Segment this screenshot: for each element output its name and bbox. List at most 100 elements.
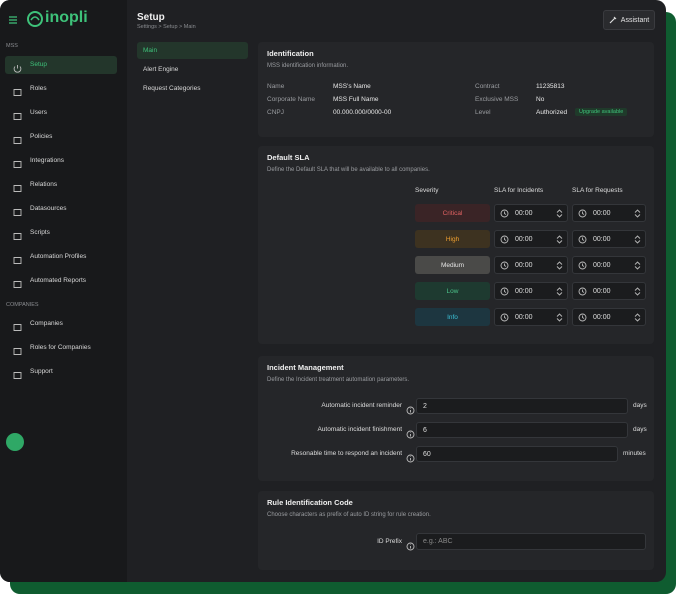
- section-label: MSS: [6, 43, 18, 49]
- menu-icon[interactable]: [8, 15, 18, 25]
- icon: [500, 313, 509, 324]
- card-title: Default SLA: [267, 153, 310, 162]
- card: Incident Management Define the Incident t…: [258, 356, 654, 481]
- time-value: 00:00: [593, 288, 611, 295]
- icon: [13, 252, 22, 270]
- subnav-active-bg: [137, 42, 248, 59]
- nav-item[interactable]: Automated Reports: [30, 277, 87, 284]
- time-input[interactable]: 00:00: [572, 256, 646, 274]
- time-value: 00:00: [515, 210, 533, 217]
- severity-badge: Info: [415, 308, 490, 326]
- icon: [555, 209, 564, 220]
- time-input[interactable]: 00:00: [572, 230, 646, 248]
- time-input[interactable]: 00:00: [494, 256, 568, 274]
- time-value: 00:00: [515, 288, 533, 295]
- field-label: Contract: [475, 83, 500, 90]
- time-input[interactable]: 00:00: [494, 204, 568, 222]
- upgrade-badge[interactable]: Upgrade available: [575, 108, 628, 116]
- nav-item[interactable]: Roles: [30, 85, 47, 92]
- card-description: MSS identification information.: [267, 63, 349, 69]
- time-input[interactable]: 00:00: [494, 282, 568, 300]
- nav-item[interactable]: Companies: [30, 320, 63, 327]
- card: Rule Identification Code Choose character…: [258, 491, 654, 570]
- icon: [13, 84, 22, 102]
- field-label: Level: [475, 109, 491, 116]
- card-description: Choose characters as prefix of auto ID s…: [267, 512, 431, 518]
- nav-item[interactable]: Support: [30, 368, 53, 375]
- severity-badge: Low: [415, 282, 490, 300]
- icon: [13, 108, 22, 126]
- subnav-item[interactable]: Main: [143, 47, 158, 54]
- icon: [633, 261, 642, 272]
- nav-item[interactable]: Roles for Companies: [30, 344, 91, 351]
- text-input[interactable]: e.g.: ABC: [416, 533, 646, 550]
- time-value: 00:00: [593, 236, 611, 243]
- time-input[interactable]: 00:00: [572, 204, 646, 222]
- icon: [13, 228, 22, 246]
- icon: [13, 180, 22, 198]
- brand: inopli: [45, 9, 88, 26]
- icon: [633, 209, 642, 220]
- breadcrumb: Settings > Setup > Main: [137, 24, 196, 30]
- field-value: Authorized: [536, 109, 568, 116]
- icon: [13, 367, 22, 385]
- nav-item[interactable]: Relations: [30, 181, 58, 188]
- icon: [555, 261, 564, 272]
- number-input[interactable]: 2: [416, 398, 628, 414]
- icon: [578, 313, 587, 324]
- icon: [406, 538, 415, 556]
- input-value: 60: [423, 450, 431, 458]
- severity-badge: Medium: [415, 256, 490, 274]
- column-header: SLA for Incidents: [494, 187, 544, 194]
- time-input[interactable]: 00:00: [572, 282, 646, 300]
- time-input[interactable]: 00:00: [572, 308, 646, 326]
- nav-item[interactable]: Scripts: [30, 229, 50, 236]
- nav-item[interactable]: Automation Profiles: [30, 253, 87, 260]
- field-value: No: [536, 96, 545, 103]
- nav-item[interactable]: Users: [30, 109, 47, 116]
- field-label: Automatic incident finishment: [317, 426, 402, 433]
- icon: [500, 209, 509, 220]
- time-value: 00:00: [515, 262, 533, 269]
- assistant-button[interactable]: Assistant: [603, 10, 655, 30]
- nav-item[interactable]: Setup: [30, 61, 47, 68]
- nav-item[interactable]: Datasources: [30, 205, 67, 212]
- nav-item[interactable]: Integrations: [30, 157, 64, 164]
- nav-item[interactable]: Policies: [30, 133, 53, 140]
- icon: [633, 235, 642, 246]
- field-label: CNPJ: [267, 109, 284, 116]
- subnav-item[interactable]: Alert Engine: [143, 66, 179, 73]
- time-value: 00:00: [593, 314, 611, 321]
- severity-badge: High: [415, 230, 490, 248]
- card-title: Incident Management: [267, 363, 344, 372]
- active-item-bg: [5, 56, 117, 74]
- icon: [13, 319, 22, 337]
- icon: [13, 156, 22, 174]
- time-input[interactable]: 00:00: [494, 230, 568, 248]
- icon: [500, 235, 509, 246]
- card: Default SLA Define the Default SLA that w…: [258, 146, 654, 344]
- subnav-item[interactable]: Request Categories: [143, 85, 201, 92]
- column-header: SLA for Requests: [572, 187, 623, 194]
- section-label: COMPANIES: [6, 302, 39, 308]
- avatar[interactable]: [6, 433, 24, 451]
- icon: [578, 209, 587, 220]
- icon: [13, 60, 22, 78]
- field-label: Resonable time to respond an incident: [291, 450, 402, 457]
- number-input[interactable]: 60: [416, 446, 618, 462]
- icon: [406, 402, 415, 420]
- icon: [555, 287, 564, 298]
- icon: [13, 276, 22, 294]
- logo-icon: [27, 11, 43, 27]
- time-input[interactable]: 00:00: [494, 308, 568, 326]
- field-label: Automatic incident reminder: [321, 402, 402, 409]
- icon: [406, 426, 415, 444]
- window: inopli Setup Settings > Setup > Main Ass…: [0, 0, 666, 582]
- icon: [555, 235, 564, 246]
- icon: [578, 261, 587, 272]
- number-input[interactable]: 6: [416, 422, 628, 438]
- icon: [555, 313, 564, 324]
- time-value: 00:00: [515, 314, 533, 321]
- field-label: Exclusive MSS: [475, 96, 519, 103]
